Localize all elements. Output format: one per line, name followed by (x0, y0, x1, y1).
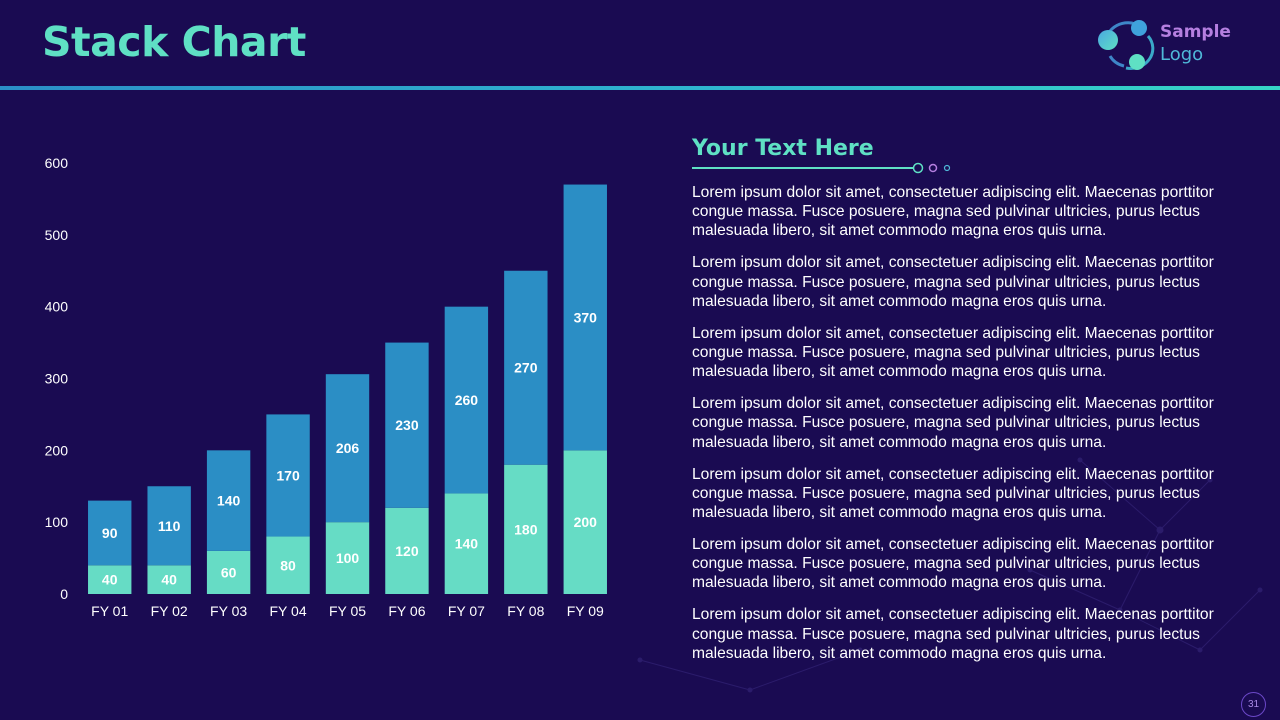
paragraph: Lorem ipsum dolor sit amet, consectetuer… (692, 184, 1214, 240)
paragraph: Lorem ipsum dolor sit amet, consectetuer… (692, 395, 1214, 451)
bar-segment-bottom (206, 550, 251, 594)
x-tick-label: FY 08 (507, 603, 544, 619)
bar-segment-top (504, 270, 548, 465)
y-tick-label: 400 (45, 299, 69, 315)
y-tick-label: 500 (45, 227, 69, 243)
x-axis: FY 01 FY 02 FY 03 FY 04 FY 05 FY 06 FY 07 FY 08… (91, 603, 604, 619)
bar-segment-bottom (88, 565, 132, 594)
y-tick-label: 600 (45, 155, 69, 171)
bar-data-label: 230 (395, 417, 419, 433)
x-tick-label: FY 04 (270, 603, 307, 619)
bar-data-label: 170 (276, 467, 300, 483)
paragraph: Lorem ipsum dolor sit amet, consectetuer… (692, 606, 1214, 662)
heading-underline-decoration (692, 162, 951, 174)
bar-data-label: 140 (217, 493, 241, 509)
bar-segment-bottom (266, 536, 310, 594)
bar-data-label: 120 (395, 543, 419, 559)
bar-data-label: 206 (336, 440, 360, 456)
x-tick-label: FY 02 (151, 603, 188, 619)
logo-text-top: Sample (1160, 22, 1231, 42)
bar-segment-bottom (385, 507, 429, 594)
slide-title: Stack Chart (42, 18, 306, 66)
bar-segment-top (444, 306, 489, 494)
bar-data-label: 100 (336, 550, 360, 566)
bar-data-label: 370 (574, 309, 598, 325)
x-tick-label: FY 06 (388, 603, 425, 619)
bar-segment-bottom (325, 522, 370, 594)
bar-segment-bottom (147, 565, 191, 594)
bar-data-label: 40 (161, 572, 177, 588)
text-panel-heading: Your Text Here (692, 136, 874, 161)
bar-data-label: 260 (455, 392, 479, 408)
bar-data-label: 80 (280, 557, 296, 573)
logo-text-bottom: Logo (1160, 44, 1204, 65)
bar-data-label: 90 (102, 525, 118, 541)
bar-segment-top (88, 500, 132, 566)
bar-data-label: 180 (514, 521, 538, 537)
x-tick-label: FY 01 (91, 603, 128, 619)
text-panel-paragraphs: Lorem ipsum dolor sit amet, consectetuer… (692, 183, 1238, 676)
stacked-bar-chart: 0 100 200 300 400 500 600 40 90 40 110 60 140 80 170 1… (45, 155, 607, 619)
bar-segment-top (563, 184, 607, 451)
paragraph: Lorem ipsum dolor sit amet, consectetuer… (692, 536, 1214, 592)
paragraph: Lorem ipsum dolor sit amet, consectetuer… (692, 465, 1214, 522)
sample-logo: Sample Logo (1096, 18, 1256, 74)
x-tick-label: FY 05 (329, 603, 366, 619)
y-tick-label: 0 (60, 586, 68, 602)
paragraph: Lorem ipsum dolor sit amet, consectetuer… (692, 324, 1214, 381)
bar-data-label: 270 (514, 360, 538, 376)
bars: 40 90 40 110 60 140 80 170 100 206 120 230 140 260 180… (88, 184, 607, 594)
page-number: 31 (1241, 692, 1266, 717)
x-tick-label: FY 03 (210, 603, 247, 619)
bar-data-label: 60 (221, 564, 237, 580)
x-tick-label: FY 07 (448, 603, 485, 619)
y-axis: 0 100 200 300 400 500 600 (45, 155, 69, 602)
bar-segment-top (147, 486, 191, 566)
bar-segment-bottom (444, 493, 489, 594)
bar-segment-top (206, 450, 251, 551)
bar-segment-top (266, 414, 310, 537)
bar-data-label: 40 (102, 572, 118, 588)
y-tick-label: 200 (45, 442, 69, 458)
bar-data-label: 140 (455, 536, 479, 552)
bar-segment-bottom (504, 464, 548, 594)
background-network-decoration (637, 457, 1263, 693)
bar-segment-bottom (563, 450, 607, 594)
title-divider (0, 86, 1280, 90)
bar-data-label: 110 (158, 518, 181, 534)
bar-data-label: 200 (574, 514, 598, 530)
bar-segment-top (385, 342, 429, 508)
y-tick-label: 100 (45, 514, 69, 530)
bar-segment-top (325, 374, 370, 523)
logo-orbit-icon (1098, 20, 1155, 70)
x-tick-label: FY 09 (567, 603, 604, 619)
y-tick-label: 300 (45, 371, 69, 387)
paragraph: Lorem ipsum dolor sit amet, consectetuer… (692, 254, 1214, 310)
